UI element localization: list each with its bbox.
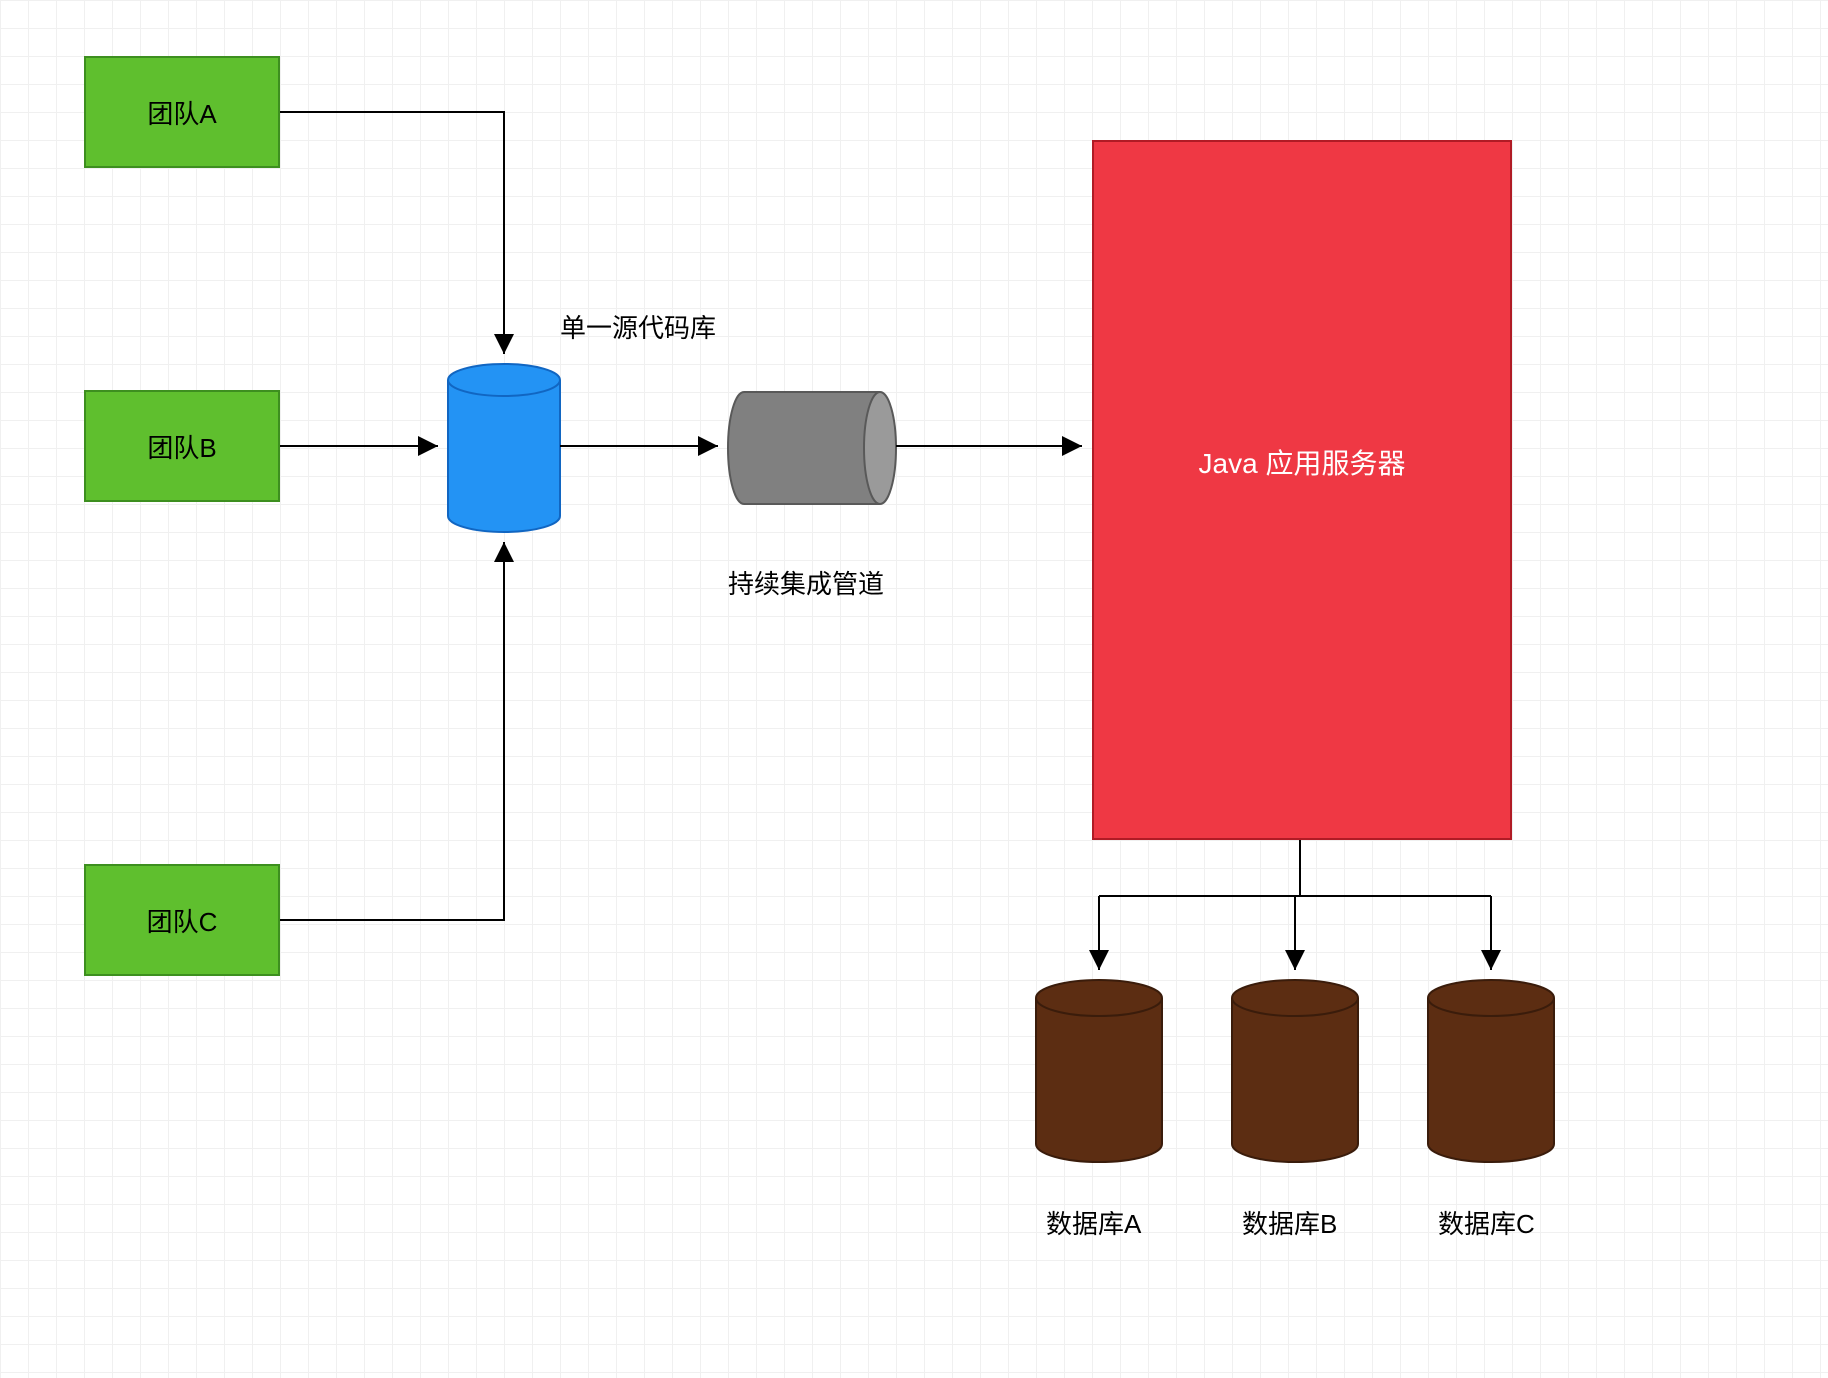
diagram-canvas: 团队A 团队B 团队C Java 应用服务器 单一源代码库 持续集成管道 数据库…	[0, 0, 1828, 1378]
svg-overlay	[0, 0, 1828, 1378]
db-b-cylinder-icon	[1232, 980, 1358, 1162]
arrows	[280, 112, 1491, 970]
pipeline-cylinder-icon	[728, 392, 896, 504]
db-a-cylinder-icon	[1036, 980, 1162, 1162]
db-c-cylinder-icon	[1428, 980, 1554, 1162]
repo-cylinder-icon	[448, 364, 560, 532]
